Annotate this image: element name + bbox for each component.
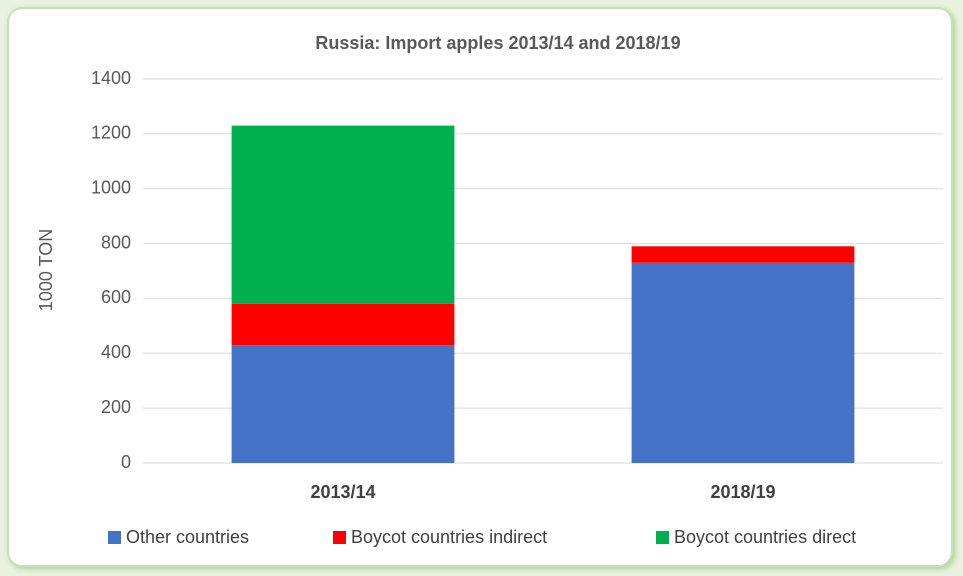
y-tick-label: 0 bbox=[121, 452, 131, 472]
y-tick-label: 600 bbox=[101, 287, 131, 307]
y-tick-label: 800 bbox=[101, 232, 131, 252]
x-tick-label: 2018/19 bbox=[710, 482, 775, 502]
x-tick-label: 2013/14 bbox=[310, 482, 375, 502]
y-tick-label: 1400 bbox=[91, 68, 131, 88]
bar-segment bbox=[231, 125, 455, 304]
y-tick-label: 1000 bbox=[91, 177, 131, 197]
y-tick-label: 400 bbox=[101, 342, 131, 362]
legend-swatch bbox=[656, 531, 669, 544]
legend-swatch bbox=[333, 531, 346, 544]
y-tick-label: 200 bbox=[101, 397, 131, 417]
legend-label: Boycot countries indirect bbox=[351, 527, 547, 547]
bar-segment bbox=[231, 303, 455, 346]
legend-label: Other countries bbox=[126, 527, 249, 547]
chart-title: Russia: Import apples 2013/14 and 2018/1… bbox=[315, 33, 680, 53]
y-axis-label: 1000 TON bbox=[36, 229, 56, 311]
bar-segment bbox=[231, 345, 455, 463]
y-tick-label: 1200 bbox=[91, 123, 131, 143]
legend-label: Boycot countries direct bbox=[674, 527, 856, 547]
bar-segment bbox=[631, 246, 855, 263]
legend-swatch bbox=[108, 531, 121, 544]
bar-segment bbox=[631, 262, 855, 463]
